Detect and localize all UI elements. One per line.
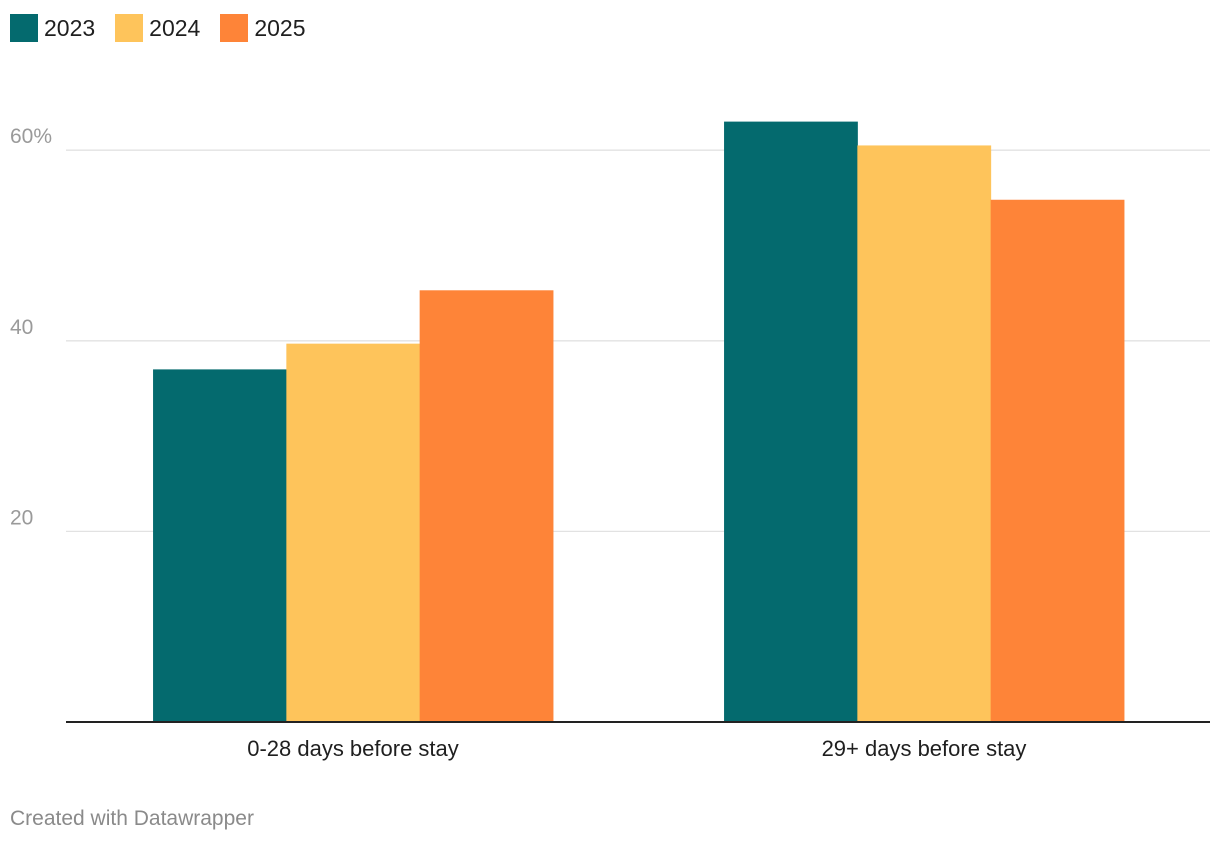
y-tick-label: 40 xyxy=(10,316,33,339)
legend-label: 2025 xyxy=(254,15,306,41)
legend: 2023 2024 2025 xyxy=(10,14,326,42)
bar-2023-2 xyxy=(724,121,858,723)
x-category-label: 29+ days before stay xyxy=(822,736,1027,761)
legend-swatch xyxy=(10,14,38,42)
bar-2023-1 xyxy=(153,369,287,722)
legend-swatch xyxy=(220,14,249,42)
legend-item-2023: 2023 xyxy=(10,14,95,42)
legend-item-2025: 2025 xyxy=(220,14,306,42)
bar-2024-2 xyxy=(857,145,992,722)
legend-label: 2024 xyxy=(149,15,201,41)
credit-footer: Created with Datawrapper xyxy=(10,807,254,830)
x-category-label: 0-28 days before stay xyxy=(247,736,459,761)
bar-2025-1 xyxy=(419,290,554,722)
y-tick-label: 20 xyxy=(10,506,33,529)
legend-swatch xyxy=(115,14,144,42)
y-tick-label: 60% xyxy=(10,125,52,148)
legend-label: 2023 xyxy=(44,15,96,41)
bar-2025-2 xyxy=(990,199,1125,723)
bar-2024-1 xyxy=(286,343,421,722)
legend-item-2024: 2024 xyxy=(115,14,200,42)
